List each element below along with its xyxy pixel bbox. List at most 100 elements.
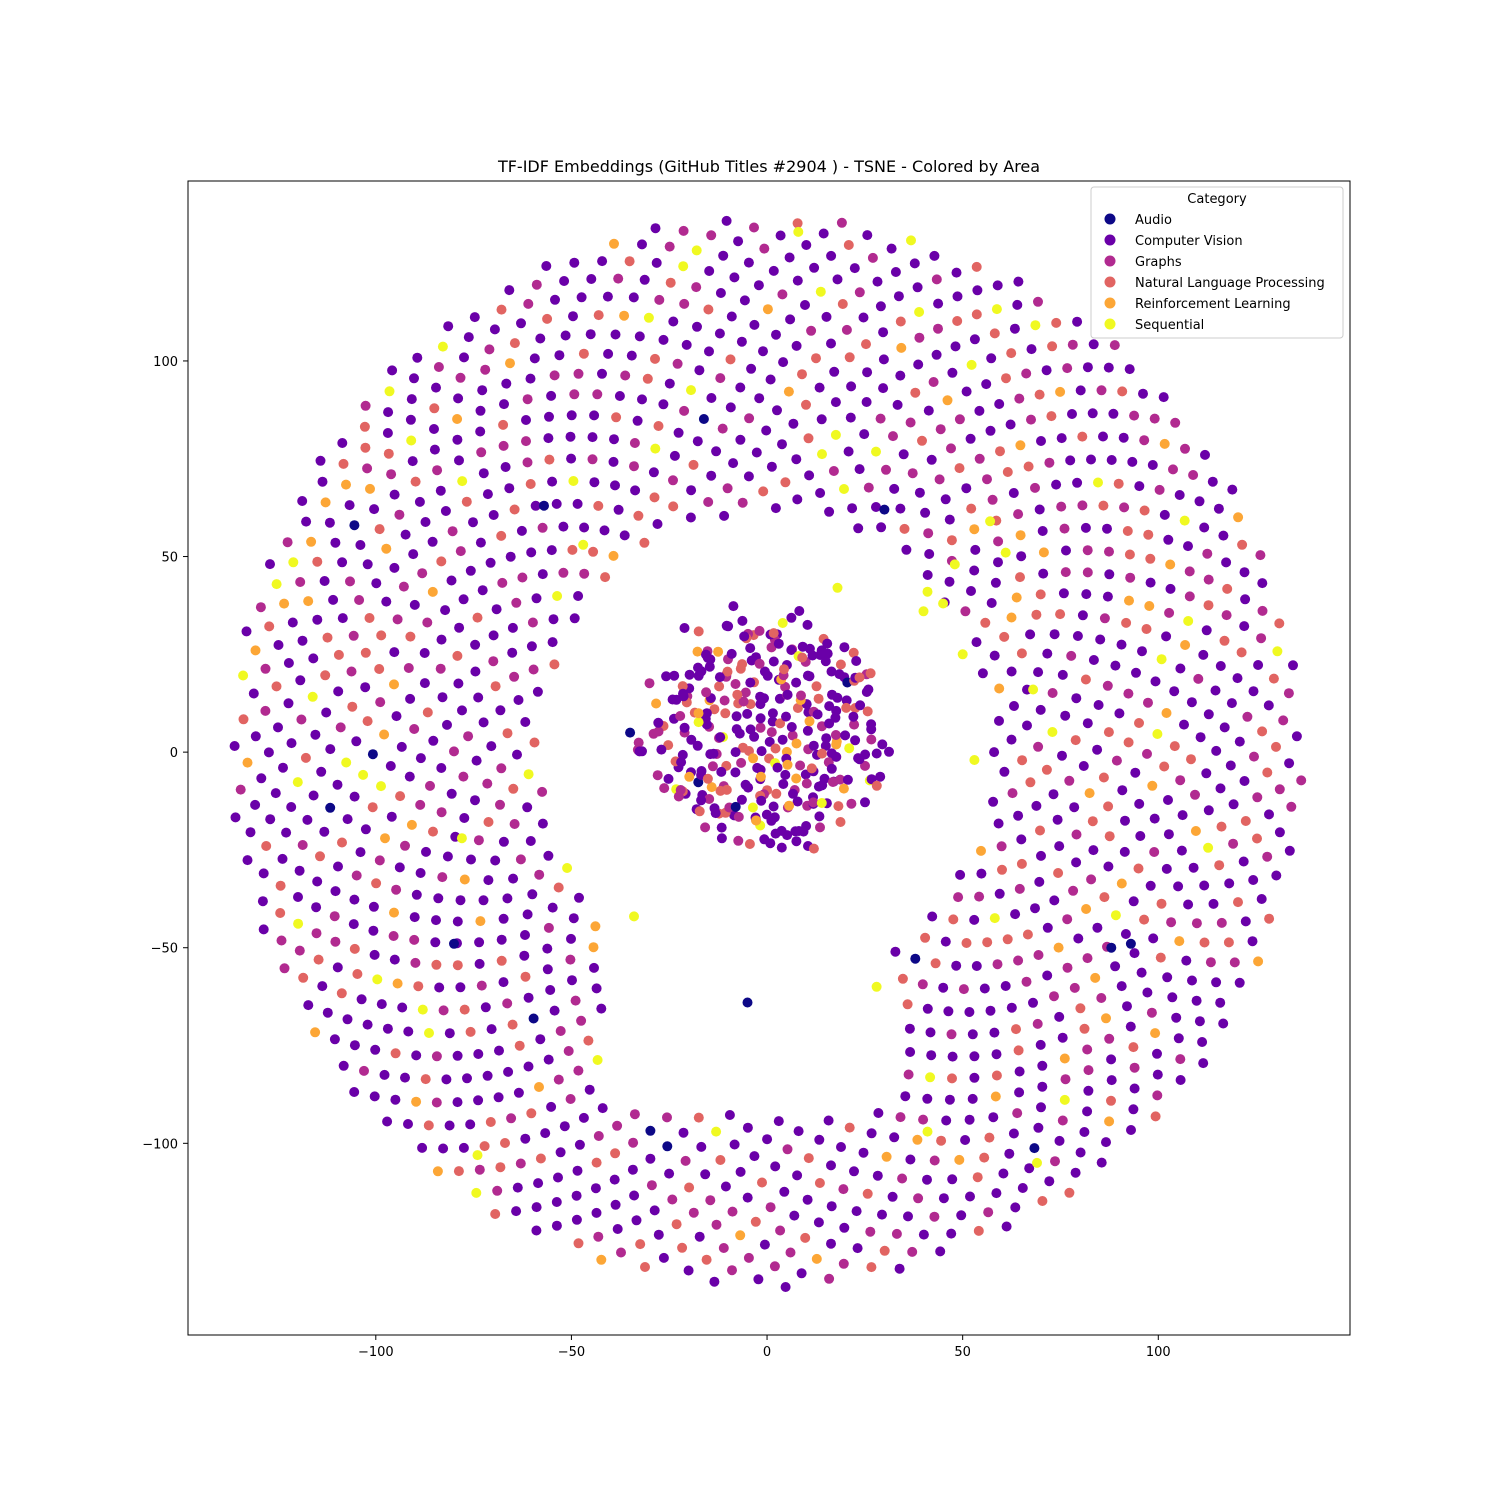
scatter-point: [955, 869, 966, 880]
scatter-point-highlight: [969, 755, 980, 765]
scatter-point: [711, 1126, 722, 1137]
scatter-point: [1123, 688, 1134, 699]
scatter-point: [793, 1126, 804, 1137]
scatter-point: [808, 740, 819, 751]
scatter-point: [429, 444, 440, 455]
scatter-point: [1102, 680, 1113, 691]
scatter-point: [872, 1170, 883, 1181]
scatter-point: [1049, 629, 1060, 640]
scatter-point: [731, 711, 742, 722]
scatter-point: [773, 1116, 784, 1127]
scatter-point: [923, 405, 934, 416]
scatter-point: [775, 718, 786, 729]
scatter-point: [1004, 1148, 1015, 1159]
scatter-point: [1015, 440, 1026, 451]
scatter-point: [653, 421, 664, 431]
scatter-point: [1256, 633, 1267, 644]
scatter-point: [522, 909, 533, 920]
scatter-point: [355, 847, 366, 858]
scatter-point: [1103, 801, 1114, 812]
scatter-point: [470, 795, 480, 806]
scatter-point: [841, 324, 852, 335]
scatter-point: [475, 405, 486, 416]
scatter-point: [784, 252, 795, 263]
scatter-point: [533, 1178, 544, 1189]
scatter-point: [725, 354, 736, 365]
scatter-point: [1054, 841, 1065, 852]
scatter-point: [1059, 1094, 1070, 1105]
scatter-point: [995, 446, 1005, 457]
scatter-point: [527, 617, 538, 628]
scatter-point: [716, 833, 727, 844]
scatter-point: [733, 811, 744, 822]
scatter-point: [1143, 697, 1153, 708]
scatter-point: [341, 757, 352, 768]
scatter-point: [895, 316, 906, 327]
scatter-point: [238, 670, 249, 681]
scatter-point: [1042, 648, 1053, 659]
scatter-point: [511, 597, 522, 608]
scatter-point: [629, 461, 639, 472]
scatter-point: [929, 1155, 940, 1166]
scatter-point: [567, 544, 578, 555]
scatter-point: [960, 1135, 971, 1145]
scatter-point: [403, 663, 414, 673]
scatter-point: [447, 526, 458, 537]
scatter-point: [713, 646, 724, 657]
legend-box: [1090, 186, 1344, 339]
scatter-point: [961, 483, 972, 494]
scatter-point: [505, 551, 516, 562]
scatter-point: [1232, 673, 1243, 684]
scatter-point-highlight: [1125, 938, 1136, 949]
scatter-point: [389, 907, 399, 918]
scatter-point: [1257, 578, 1268, 589]
scatter-point: [427, 586, 438, 597]
scatter-point: [765, 1202, 776, 1213]
scatter-point: [733, 236, 744, 247]
scatter-point: [1006, 734, 1017, 745]
scatter-point: [1149, 413, 1160, 424]
scatter-point: [1141, 624, 1152, 634]
scatter-point: [1098, 500, 1109, 511]
scatter-point: [1126, 1125, 1136, 1135]
scatter-point: [922, 570, 933, 580]
scatter-point: [1264, 809, 1274, 820]
scatter-point: [525, 373, 536, 384]
scatter-point: [755, 713, 766, 724]
scatter-point: [897, 1173, 908, 1184]
scatter-point: [513, 695, 524, 705]
scatter-point: [349, 791, 360, 802]
scatter-point: [925, 1027, 936, 1038]
scatter-point: [558, 521, 569, 532]
scatter-point: [914, 332, 925, 343]
scatter-point: [830, 712, 841, 723]
scatter-point: [453, 393, 464, 404]
scatter-point: [563, 1046, 574, 1056]
scatter-point: [1194, 496, 1205, 507]
scatter-point: [1203, 574, 1214, 585]
scatter-point: [1069, 802, 1080, 813]
scatter-point: [992, 959, 1003, 970]
scatter-point: [814, 811, 825, 822]
scatter-point: [292, 777, 303, 788]
scatter-point: [766, 461, 777, 472]
scatter-point: [400, 529, 411, 540]
scatter-point: [693, 626, 704, 637]
scatter-point: [1030, 903, 1040, 914]
scatter-point: [889, 1132, 900, 1143]
scatter-point: [972, 285, 983, 296]
scatter-point: [472, 612, 483, 623]
scatter-point: [455, 982, 466, 993]
scatter-point: [1121, 617, 1132, 628]
scatter-point: [579, 522, 590, 533]
scatter-point: [1159, 509, 1170, 520]
scatter-point: [397, 1002, 408, 1013]
scatter-point: [248, 688, 259, 699]
scatter-point: [1175, 775, 1186, 786]
scatter-point: [1145, 880, 1156, 891]
scatter-point: [979, 983, 990, 994]
scatter-point: [630, 485, 641, 496]
scatter-point: [302, 814, 313, 825]
scatter-point: [900, 1091, 911, 1102]
scatter-point: [431, 382, 441, 393]
